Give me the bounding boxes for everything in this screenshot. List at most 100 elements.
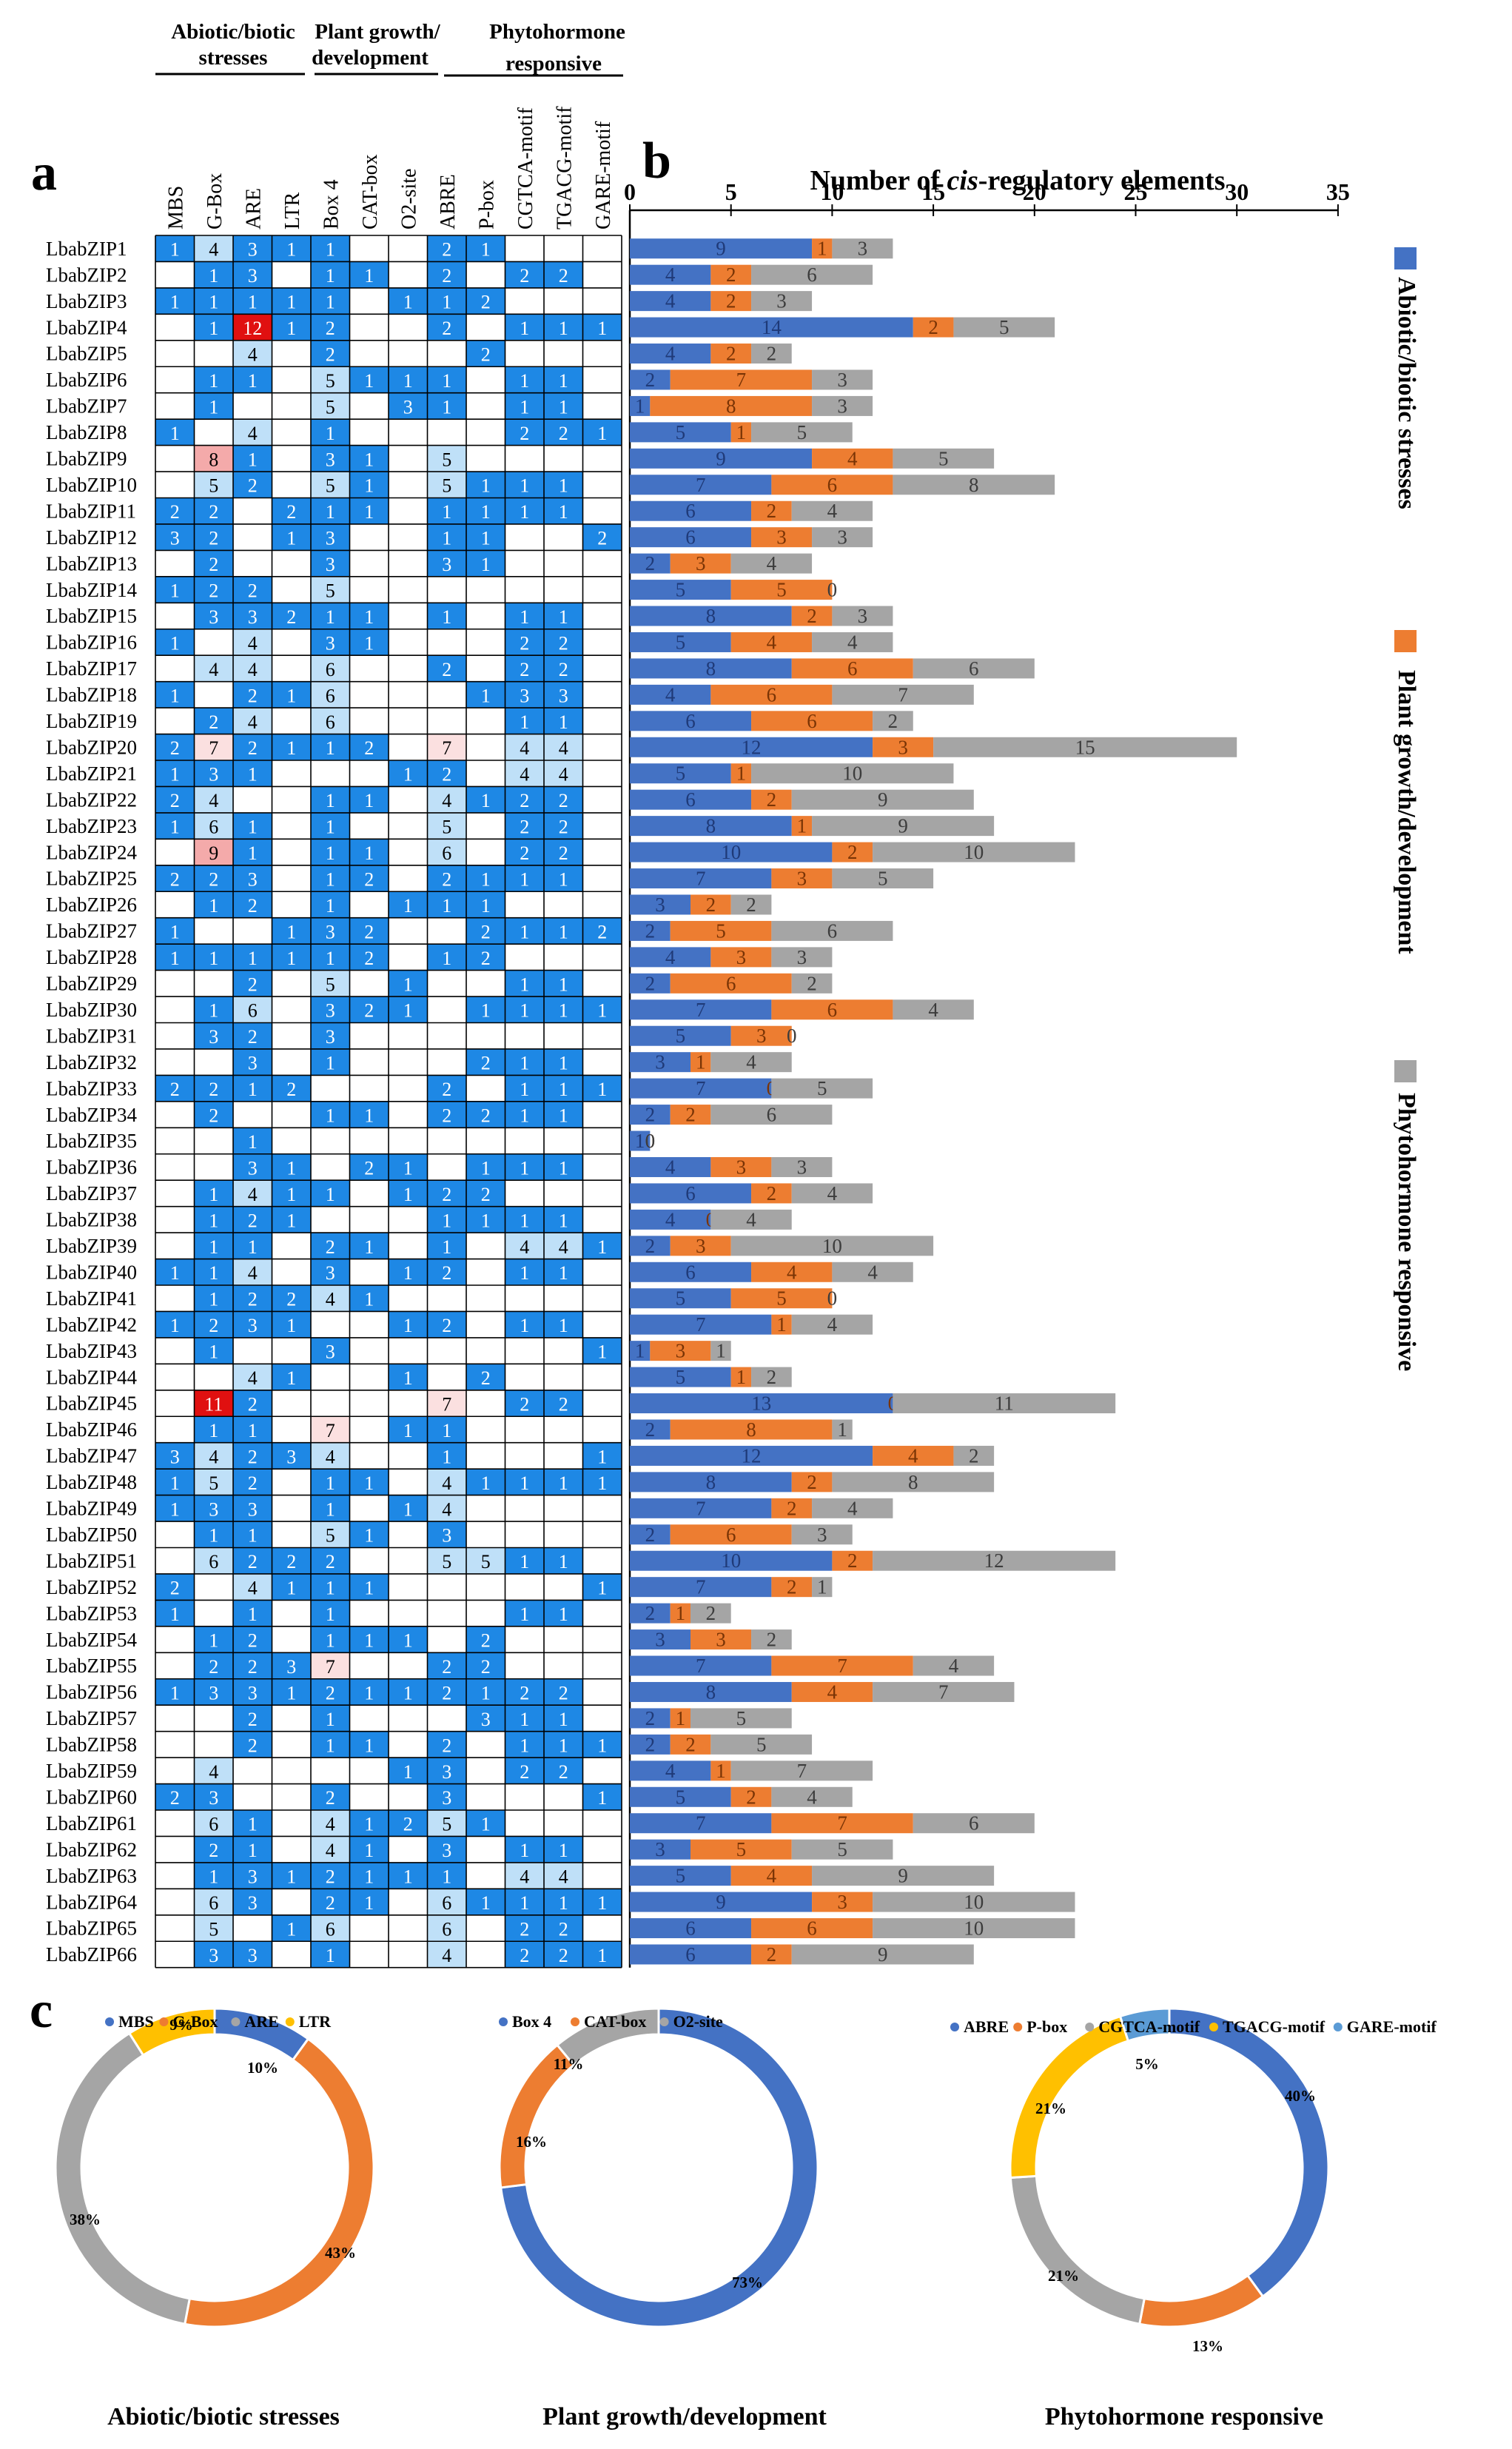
bar-segment-abiotic-label: 6 [685, 1261, 696, 1283]
donut-legend-label: TGACG-motif [1223, 2017, 1325, 2036]
bar-segment-abiotic-label: 3 [655, 894, 665, 916]
heatmap-cell [272, 1678, 311, 1706]
heatmap-cell [389, 1495, 428, 1522]
bar-segment-abiotic [630, 631, 731, 652]
heatmap-cell-value: 2 [364, 1157, 374, 1179]
bar-segment-phyto [812, 1498, 893, 1518]
donut-slice-label: 73% [732, 2274, 763, 2291]
heatmap-cell-value: 2 [248, 1289, 258, 1310]
bar-segment-phyto [710, 1209, 792, 1230]
bar-segment-phyto [832, 1262, 913, 1282]
bar-segment-growth-label: 6 [847, 657, 858, 680]
heatmap-cell [155, 1285, 195, 1312]
heatmap-cell [505, 287, 544, 315]
bar-segment-growth [771, 1498, 813, 1518]
heatmap-cell-value: 3 [326, 1341, 335, 1363]
heatmap-cell [349, 812, 389, 840]
heatmap-cell [272, 839, 311, 865]
heatmap-cell-value: 1 [286, 318, 296, 339]
heatmap-cell [155, 1259, 195, 1285]
heatmap-cell [272, 603, 311, 629]
heatmap-row-label: LbabZIP47 [46, 1445, 137, 1467]
heatmap-cell-value: 1 [326, 1473, 335, 1494]
heatmap-cell [544, 419, 583, 446]
heatmap-cell [155, 996, 195, 1023]
bar-segment-phyto [832, 1472, 995, 1492]
heatmap-cell [505, 1573, 544, 1601]
heatmap-cell [427, 760, 466, 787]
heatmap-row-label: LbabZIP5 [46, 343, 127, 365]
heatmap-cell [505, 1626, 544, 1653]
bar-segment-abiotic-label: 6 [685, 1917, 696, 1940]
bar-segment-growth [873, 1445, 954, 1466]
heatmap-cell [272, 472, 311, 498]
heatmap-cell-value: 2 [248, 1393, 258, 1415]
heatmap-cell [311, 1731, 350, 1758]
heatmap-cell-value: 1 [248, 1814, 258, 1835]
heatmap-cell [389, 1153, 428, 1181]
bar-segment-growth-label: 8 [746, 1418, 756, 1441]
heatmap-cell [233, 523, 272, 551]
bar-segment-growth [670, 553, 731, 574]
heatmap-cell [427, 1180, 466, 1207]
bar-segment-phyto-label: 2 [767, 1366, 777, 1388]
bar-segment-abiotic-label: 2 [645, 972, 656, 994]
bar-segment-phyto-label: 11 [995, 1393, 1014, 1415]
heatmap-cell-value: 1 [520, 1262, 529, 1284]
heatmap-cell [233, 1547, 272, 1574]
bar-chart-title-suffix: -regulatory elements [978, 165, 1226, 196]
heatmap-cell-value: 1 [520, 396, 529, 418]
heatmap-cell-value: 4 [559, 1866, 568, 1888]
heatmap-cell-value: 1 [170, 1682, 180, 1703]
bar-segment-abiotic-label: 5 [676, 421, 686, 443]
bar-segment-abiotic [630, 1786, 731, 1807]
heatmap-cell [389, 340, 428, 367]
heatmap-cell [272, 865, 311, 892]
heatmap-cell-value: 1 [520, 1473, 529, 1494]
bar-segment-phyto-label: 3 [837, 526, 847, 549]
heatmap-row-label: LbabZIP19 [46, 710, 137, 732]
heatmap-cell [272, 970, 311, 997]
heatmap-cell [505, 392, 544, 420]
bar-segment-abiotic [630, 737, 873, 757]
heatmap-cell [233, 392, 272, 420]
bar-segment-abiotic-label: 7 [696, 1655, 706, 1677]
heatmap-cell-value: 7 [326, 1420, 335, 1441]
heatmap-cell [233, 261, 272, 288]
heatmap-cell-value: 5 [209, 1473, 218, 1494]
heatmap-cell [544, 366, 583, 393]
heatmap-cell [505, 629, 544, 656]
heatmap-cell-value: 7 [326, 1656, 335, 1678]
heatmap-cell [272, 1233, 311, 1259]
heatmap-cell [349, 1259, 389, 1285]
heatmap-cell [466, 1206, 505, 1233]
heatmap-cell [427, 576, 466, 603]
heatmap-cell [389, 1836, 428, 1863]
heatmap-cell [194, 839, 233, 865]
bar-segment-phyto-label: 2 [746, 894, 756, 916]
heatmap-cell-value: 1 [209, 1210, 218, 1231]
bar-segment-growth-label: 5 [776, 1287, 787, 1310]
heatmap-row-label: LbabZIP40 [46, 1261, 137, 1283]
heatmap-cell-value: 2 [326, 344, 335, 365]
heatmap-cell-value: 1 [286, 1367, 296, 1389]
heatmap-cell [505, 1810, 544, 1837]
heatmap-cell-value: 1 [559, 396, 568, 418]
heatmap-row-label: LbabZIP9 [46, 448, 127, 470]
heatmap-cell-value: 2 [209, 711, 218, 733]
heatmap-cell-value: 1 [326, 1945, 335, 1966]
heatmap-cell [272, 655, 311, 682]
bar-segment-growth-label: 3 [696, 552, 706, 574]
heatmap-cell [233, 839, 272, 865]
heatmap-cell [311, 1390, 350, 1417]
group-header-abiotic-line1: Abiotic/biotic [171, 20, 295, 44]
heatmap-cell [311, 1311, 350, 1338]
heatmap-cell-value: 2 [248, 580, 258, 602]
bar-axis-tick-label: 35 [1326, 178, 1350, 205]
heatmap-cell [427, 1285, 466, 1312]
heatmap-cell-value: 1 [286, 1918, 296, 1940]
bar-segment-phyto-label: 5 [817, 1077, 827, 1099]
heatmap-cell-value: 2 [481, 1630, 491, 1652]
bar-segment-phyto [791, 789, 974, 810]
heatmap-cell-value: 1 [209, 292, 218, 313]
